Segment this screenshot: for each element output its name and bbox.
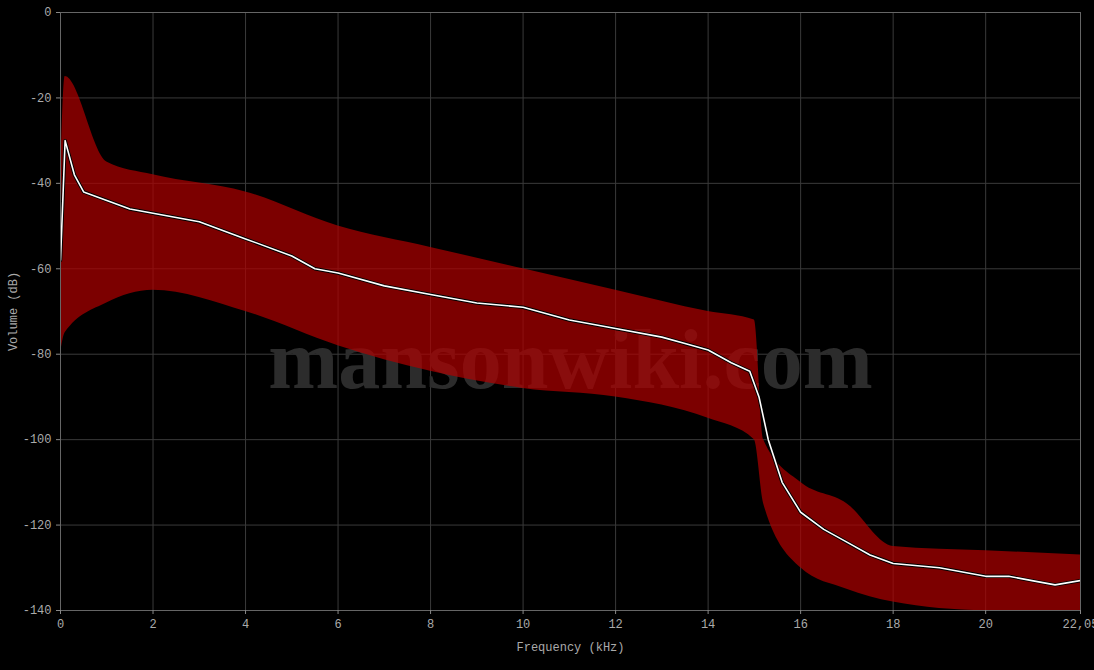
svg-text:-140: -140 xyxy=(23,604,52,618)
svg-text:14: 14 xyxy=(701,618,715,632)
svg-text:-20: -20 xyxy=(30,92,52,106)
svg-text:4: 4 xyxy=(242,618,249,632)
svg-text:18: 18 xyxy=(886,618,900,632)
svg-text:-60: -60 xyxy=(30,263,52,277)
svg-text:8: 8 xyxy=(427,618,434,632)
svg-text:-120: -120 xyxy=(23,519,52,533)
svg-text:Frequency (kHz): Frequency (kHz) xyxy=(516,641,624,655)
svg-text:mansonwiki.com: mansonwiki.com xyxy=(268,313,873,407)
svg-text:-80: -80 xyxy=(30,348,52,362)
svg-text:20: 20 xyxy=(978,618,992,632)
svg-text:-100: -100 xyxy=(23,433,52,447)
svg-text:6: 6 xyxy=(334,618,341,632)
svg-text:0: 0 xyxy=(57,618,64,632)
svg-text:-40: -40 xyxy=(30,177,52,191)
svg-text:10: 10 xyxy=(516,618,530,632)
svg-text:Volume (dB): Volume (dB) xyxy=(7,272,21,351)
svg-text:2: 2 xyxy=(149,618,156,632)
svg-text:16: 16 xyxy=(793,618,807,632)
svg-text:0: 0 xyxy=(44,6,51,20)
svg-text:12: 12 xyxy=(608,618,622,632)
svg-text:22,05: 22,05 xyxy=(1062,618,1094,632)
